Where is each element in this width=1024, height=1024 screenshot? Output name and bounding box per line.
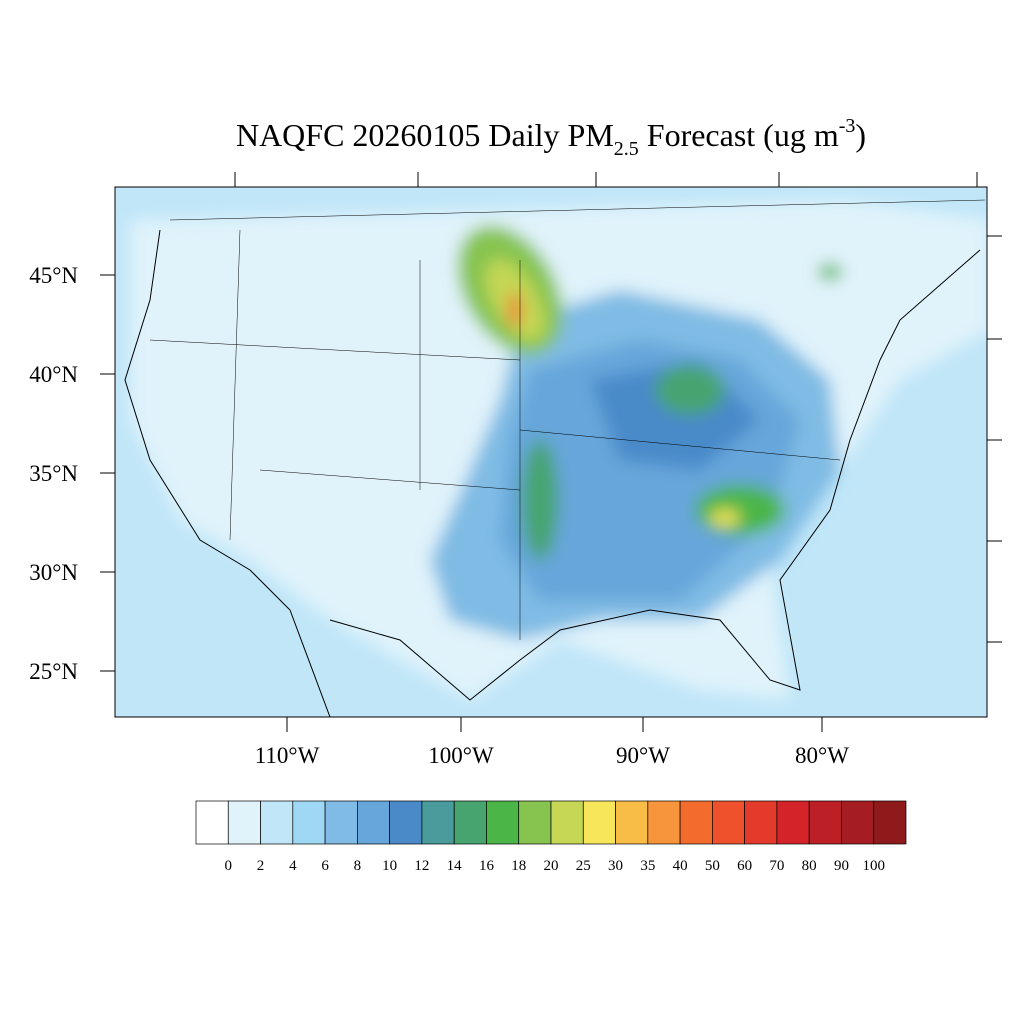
title: NAQFC 20260105 Daily PM2.5 Forecast (ug … — [236, 115, 866, 160]
colorbar-label: 40 — [673, 858, 688, 874]
colorbar-box — [776, 800, 810, 845]
colorbar-box — [292, 800, 326, 845]
colorbar-box — [712, 800, 745, 845]
colorbar-label: 80 — [802, 858, 817, 874]
title-part: NAQFC 20260105 Daily PM — [236, 117, 614, 153]
colorbar-box — [486, 800, 520, 845]
colorbar-label: 35 — [640, 858, 655, 874]
colorbar-label: 10 — [382, 858, 397, 874]
colorbar-label: 8 — [354, 858, 362, 874]
colorbar-label: 100 — [862, 858, 885, 874]
colorbar-box — [518, 800, 552, 845]
colorbar-label: 2 — [257, 858, 265, 874]
colorbar-box — [744, 800, 778, 845]
colorbar-box — [808, 800, 842, 845]
colorbar-label: 20 — [544, 858, 559, 874]
colorbar-box — [873, 800, 907, 845]
title-sup: -3 — [839, 115, 856, 137]
colorbar-box — [421, 800, 455, 845]
colorbar-label: 12 — [414, 858, 429, 874]
colorbar-box — [550, 800, 584, 845]
colorbar-box — [647, 800, 681, 845]
colorbar-label: 60 — [737, 858, 752, 874]
title-part: ) — [855, 117, 866, 153]
colorbar-label: 30 — [608, 858, 623, 874]
colorbar-label: 14 — [447, 858, 463, 874]
colorbar-label: 25 — [576, 858, 591, 874]
lon-label: 100°W — [428, 743, 494, 768]
lat-label: 45°N — [29, 263, 78, 288]
lat-label: 30°N — [29, 560, 78, 585]
lon-label: 110°W — [255, 743, 320, 768]
colorbar-box — [195, 800, 229, 845]
colorbar-box — [615, 800, 649, 845]
colorbar-label: 16 — [479, 858, 495, 874]
colorbar-box — [389, 800, 423, 845]
colorbar-label: 6 — [321, 858, 329, 874]
colorbar-box — [679, 800, 713, 845]
lat-label: 40°N — [29, 362, 78, 387]
colorbar-box — [453, 800, 487, 845]
colorbar-label: 0 — [225, 858, 233, 874]
lon-label: 80°W — [795, 743, 849, 768]
colorbar-box — [227, 800, 261, 845]
colorbar-box — [357, 800, 390, 845]
colorbar-label: 4 — [289, 858, 297, 874]
lon-label: 90°W — [616, 743, 670, 768]
colorbar-box — [260, 800, 294, 845]
colorbar-label: 90 — [834, 858, 849, 874]
colorbar-label: 18 — [511, 858, 526, 874]
colorbar-label: 70 — [769, 858, 784, 874]
map-frame — [114, 186, 988, 718]
colorbar-box — [582, 800, 616, 845]
lat-label: 25°N — [29, 659, 78, 684]
map-field — [115, 187, 987, 717]
colorbar-label: 50 — [705, 858, 720, 874]
title-sub: 2.5 — [614, 138, 639, 160]
lat-label: 35°N — [29, 461, 78, 486]
colorbar-box — [841, 800, 875, 845]
title-part: Forecast (ug m — [639, 117, 839, 153]
colorbar-box — [324, 800, 358, 845]
